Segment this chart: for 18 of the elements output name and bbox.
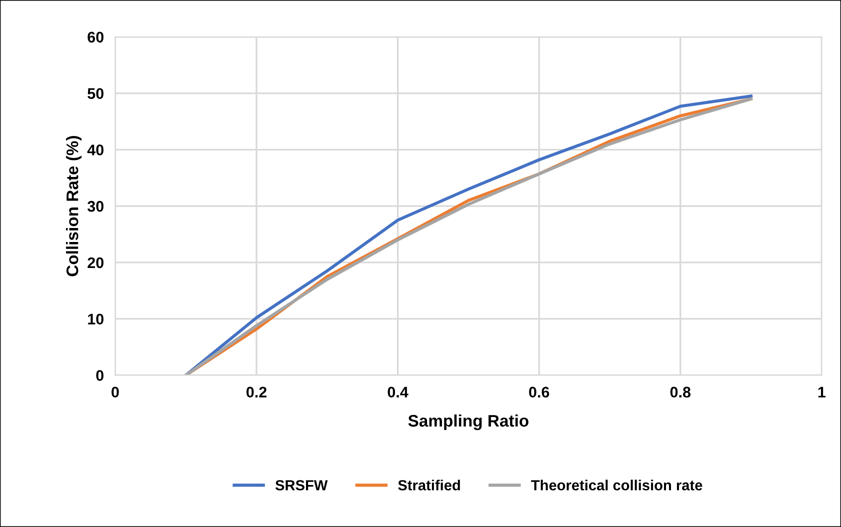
x-tick-label: 0.2 (246, 386, 267, 398)
y-axis-title: Collision Rate (%) (66, 136, 82, 276)
y-tick-label: 10 (88, 314, 104, 325)
legend-label: SRSFW (275, 480, 328, 490)
y-tick-label: 30 (87, 200, 104, 212)
y-tick-label: 0 (96, 370, 104, 381)
y-tick-label: 40 (87, 144, 104, 156)
legend-label: Stratified (398, 480, 460, 490)
y-tick-label: 60 (88, 32, 104, 43)
legend-label: Theoretical collision rate (531, 480, 702, 490)
x-axis-title: Sampling Ratio (408, 414, 528, 430)
y-tick-label: 20 (88, 257, 104, 268)
x-tick-label: 1 (818, 386, 826, 398)
x-tick-label: 0.6 (529, 386, 550, 398)
y-tick-label: 50 (88, 88, 104, 99)
x-tick-label: 0.8 (670, 386, 691, 398)
x-tick-label: 0.4 (388, 386, 408, 398)
x-tick-label: 0 (112, 386, 119, 398)
